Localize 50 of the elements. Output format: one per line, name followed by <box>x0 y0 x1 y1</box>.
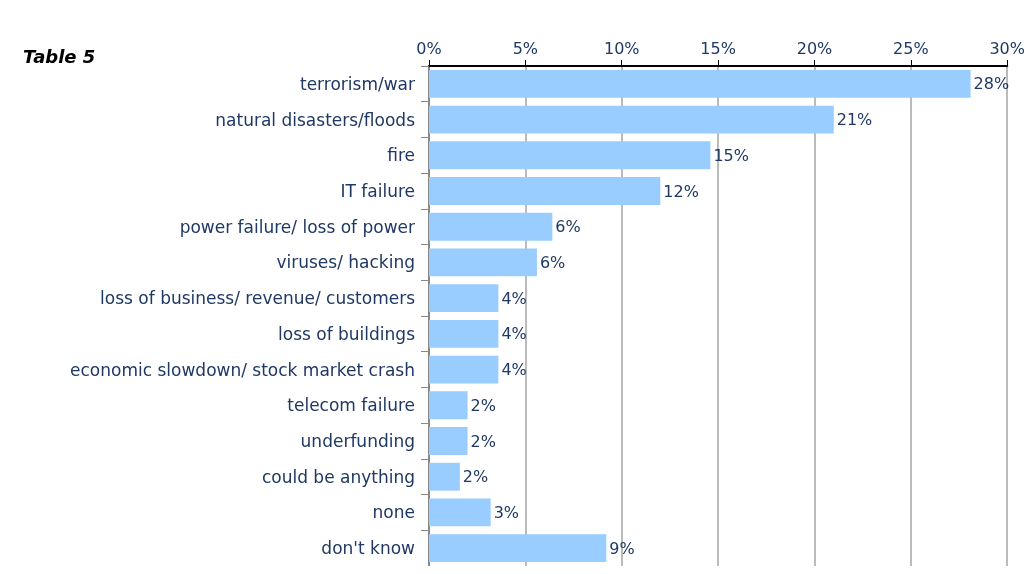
y-tick-label: natural disasters/floods <box>215 109 416 130</box>
y-tick-label: telecom failure <box>287 395 415 416</box>
x-tick-label: 20% <box>796 38 833 58</box>
y-tick-label: IT failure <box>340 181 415 201</box>
y-tick-label: fire <box>387 145 415 166</box>
data-label: 6% <box>555 217 581 237</box>
y-tick-label: could be anything <box>261 466 415 487</box>
y-tick-label: loss of buildings <box>278 323 416 344</box>
y-tick-label: economic slowdown/ stock market crash <box>70 359 415 380</box>
y-tick-label: terrorism/war <box>300 73 416 94</box>
y-tick-label: loss of business/ revenue/ customers <box>100 288 416 309</box>
bar <box>429 391 468 420</box>
y-tick-label: none <box>372 502 415 523</box>
bar <box>429 141 711 170</box>
bar <box>429 498 491 527</box>
data-label: 4% <box>501 324 527 344</box>
data-label: 4% <box>501 360 527 380</box>
data-label: 15% <box>713 145 749 165</box>
data-label: 2% <box>462 467 489 487</box>
bar <box>429 319 499 348</box>
bar <box>429 248 537 277</box>
data-label: 28% <box>973 74 1010 94</box>
data-label: 3% <box>493 502 520 522</box>
data-label: 21% <box>836 110 873 130</box>
data-label: 2% <box>470 431 496 451</box>
bar <box>429 284 499 313</box>
x-tick-label: 10% <box>603 38 640 58</box>
x-tick-label: 5% <box>512 38 539 58</box>
bar <box>429 427 468 455</box>
y-tick-label: underfunding <box>300 431 415 451</box>
data-label: 12% <box>663 181 699 201</box>
x-tick-label: 30% <box>989 38 1025 58</box>
text: Table 5 <box>23 45 96 67</box>
data-label: 2% <box>470 395 496 415</box>
bar <box>429 355 499 384</box>
bar <box>429 105 834 134</box>
bar <box>429 462 460 491</box>
y-tick-label: don't know <box>321 538 416 559</box>
x-tick-label: 25% <box>893 38 929 58</box>
data-label: 6% <box>539 252 566 272</box>
data-label: 4% <box>501 288 527 308</box>
x-tick-label: 15% <box>700 38 736 58</box>
bar <box>429 69 971 98</box>
x-tick-label: 0% <box>416 38 442 58</box>
bar <box>429 212 553 241</box>
bar <box>429 177 661 205</box>
y-tick-label: viruses/ hacking <box>276 252 415 273</box>
bar <box>429 534 607 563</box>
y-tick-label: power failure/ loss of power <box>179 216 415 237</box>
data-label: 9% <box>609 538 635 558</box>
